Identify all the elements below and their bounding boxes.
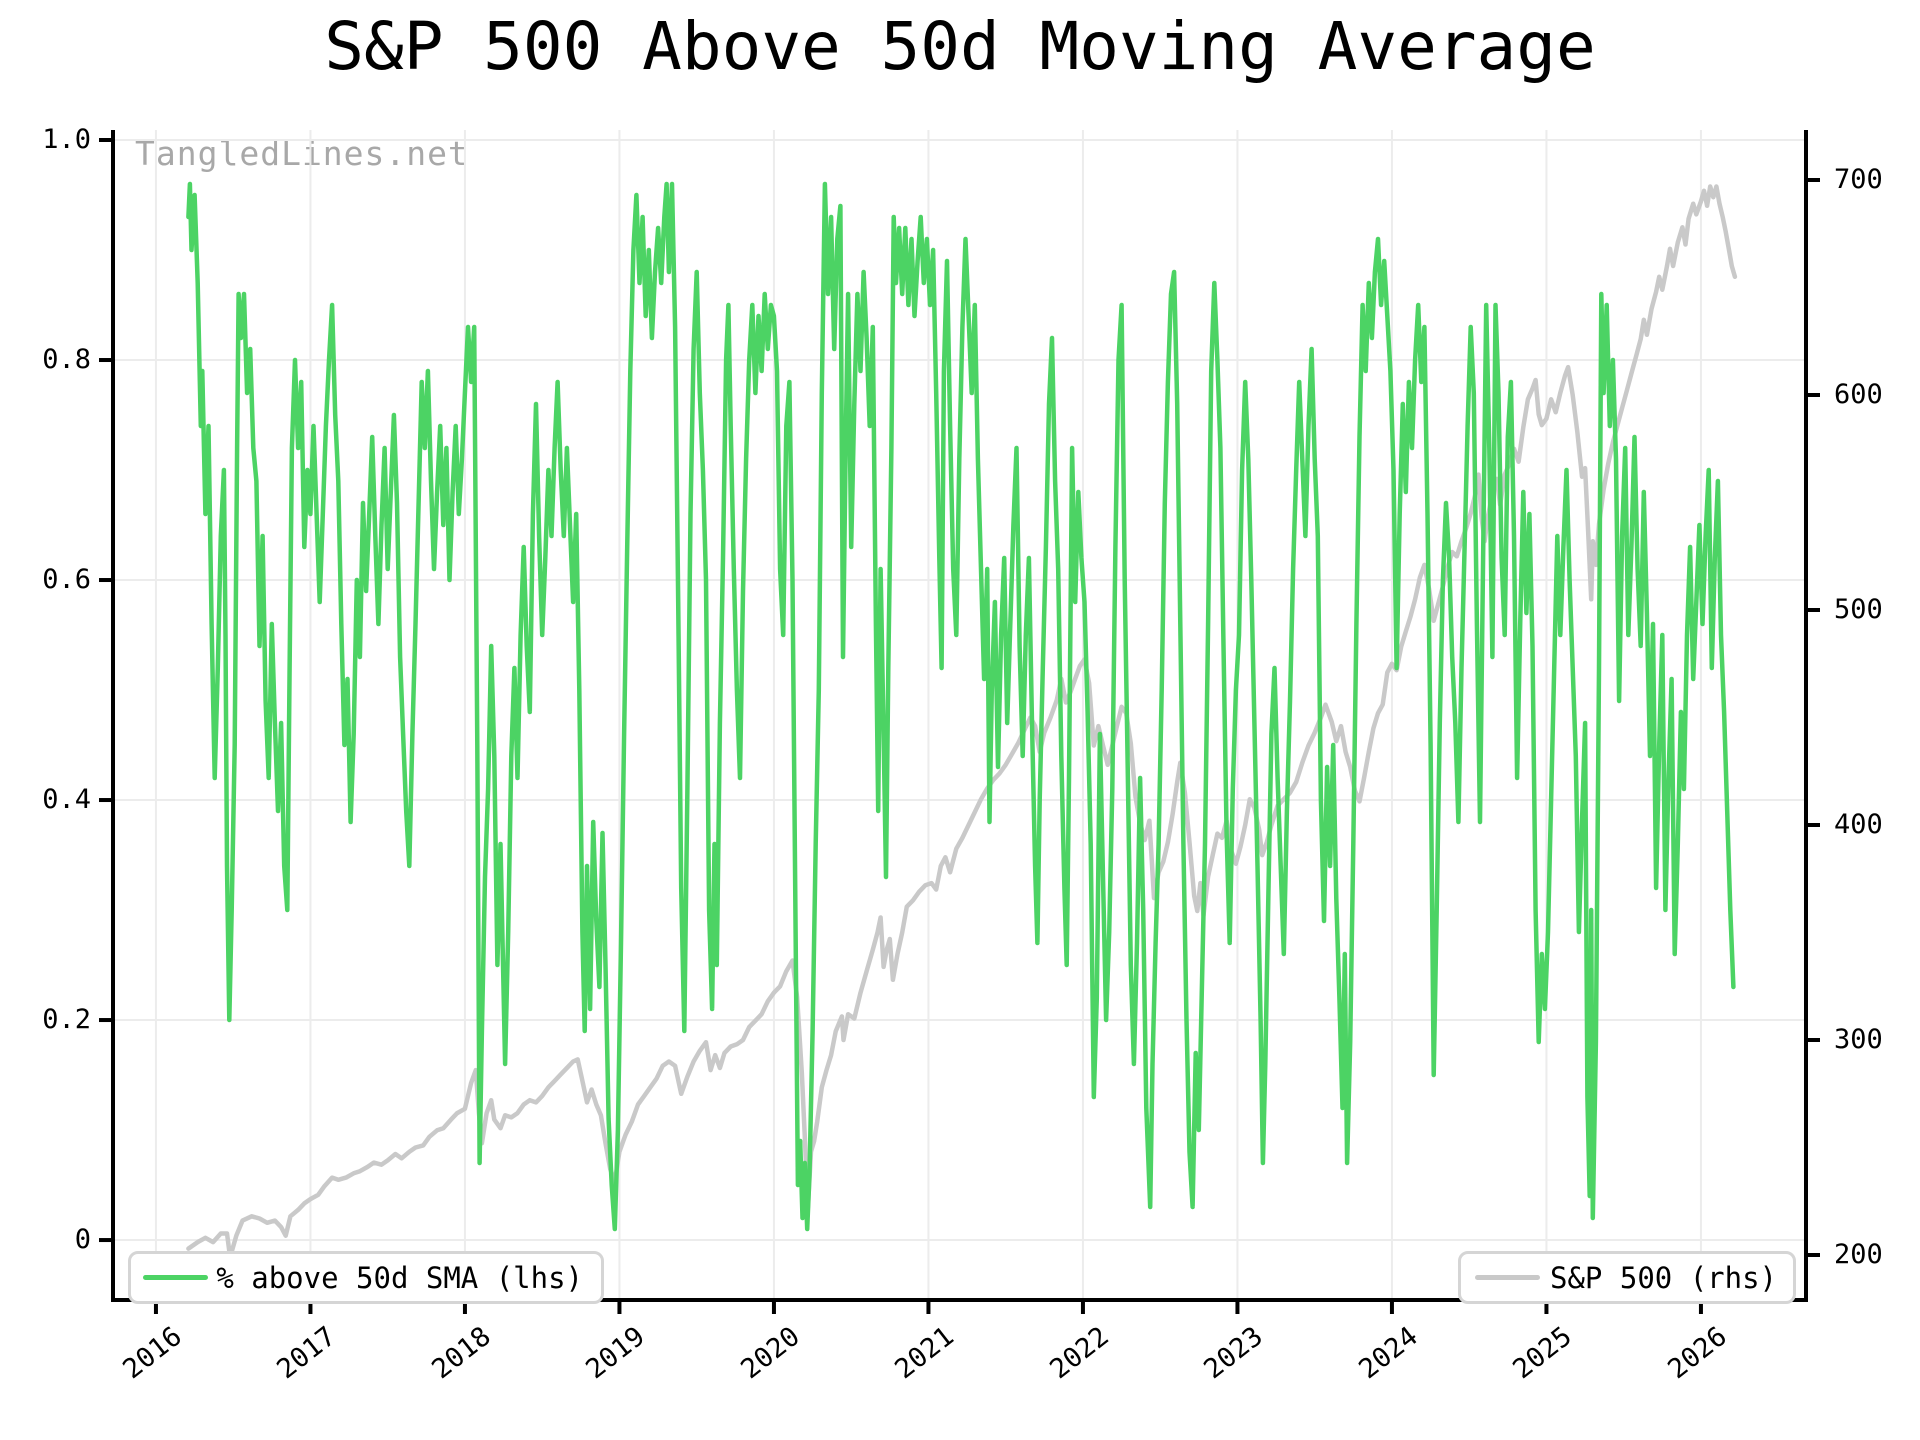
legend-left-label: % above 50d SMA (lhs)	[216, 1260, 583, 1295]
y-right-tick-label: 400	[1834, 809, 1883, 840]
y-left-tick-label: 0	[74, 1224, 91, 1256]
legend-left: % above 50d SMA (lhs)	[128, 1251, 604, 1304]
chart-title: S&P 500 Above 50d Moving Average	[324, 8, 1596, 85]
y-right-tick-label: 600	[1834, 379, 1883, 410]
y-left-tick-label: 0.2	[42, 1004, 91, 1036]
legend-right: S&P 500 (rhs)	[1458, 1251, 1796, 1304]
y-left-tick-label: 0.6	[42, 564, 91, 596]
y-right-tick-label: 200	[1834, 1239, 1883, 1270]
gray-line-sample	[1475, 1275, 1540, 1280]
y-right-tick-label: 700	[1834, 164, 1883, 195]
y-left-tick-label: 0.8	[42, 344, 91, 376]
pct-above-50d-sma-line	[186, 181, 1736, 1232]
y-right-tick-label: 500	[1834, 594, 1883, 625]
green-line-sample	[143, 1275, 208, 1280]
y-right-tick-label: 300	[1834, 1024, 1883, 1055]
y-left-tick-label: 1.0	[42, 124, 91, 155]
legend-right-label: S&P 500 (rhs)	[1550, 1260, 1777, 1295]
y-left-tick-label: 0.4	[42, 784, 91, 816]
